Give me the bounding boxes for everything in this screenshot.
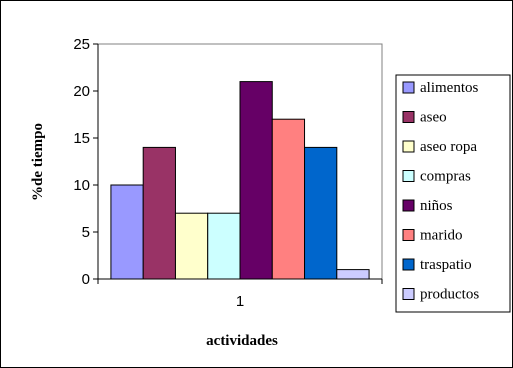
x-tick-label: 1	[236, 293, 244, 310]
legend-swatch	[402, 229, 415, 241]
legend-label: niños	[420, 198, 453, 214]
bar-niños	[239, 81, 273, 280]
bar-productos	[336, 269, 370, 280]
legend-label: aseo	[420, 110, 447, 126]
bar-marido	[271, 118, 306, 280]
legend-label: traspatio	[420, 257, 472, 273]
legend-swatch	[402, 170, 415, 182]
bar-aseo	[142, 146, 176, 280]
bar-aseo-ropa	[174, 212, 209, 280]
x-axis-title: actividades	[206, 333, 278, 349]
legend-label: alimentos	[420, 80, 478, 96]
y-tick-label: 20	[73, 83, 90, 100]
y-tick-label: 0	[82, 271, 90, 288]
bar-alimentos	[110, 184, 144, 280]
legend-swatch	[402, 81, 415, 94]
y-tick-label: 10	[73, 177, 90, 194]
y-tick-label: 25	[73, 36, 90, 53]
bar-traspatio	[304, 146, 338, 280]
legend-label: aseo ropa	[420, 139, 477, 155]
legend-swatch	[402, 111, 415, 123]
legend-label: productos	[420, 287, 479, 303]
legend-swatch	[402, 140, 415, 153]
legend-label: compras	[420, 169, 471, 185]
y-tick-label: 15	[73, 130, 90, 147]
y-axis-title: %de tiempo	[30, 123, 46, 201]
legend-swatch	[402, 199, 415, 212]
bar-compras	[207, 212, 241, 280]
y-tick-label: 5	[82, 224, 90, 241]
legend-swatch	[402, 288, 415, 300]
legend-swatch	[402, 258, 415, 271]
legend-label: marido	[420, 228, 463, 244]
legend-box	[395, 74, 511, 313]
